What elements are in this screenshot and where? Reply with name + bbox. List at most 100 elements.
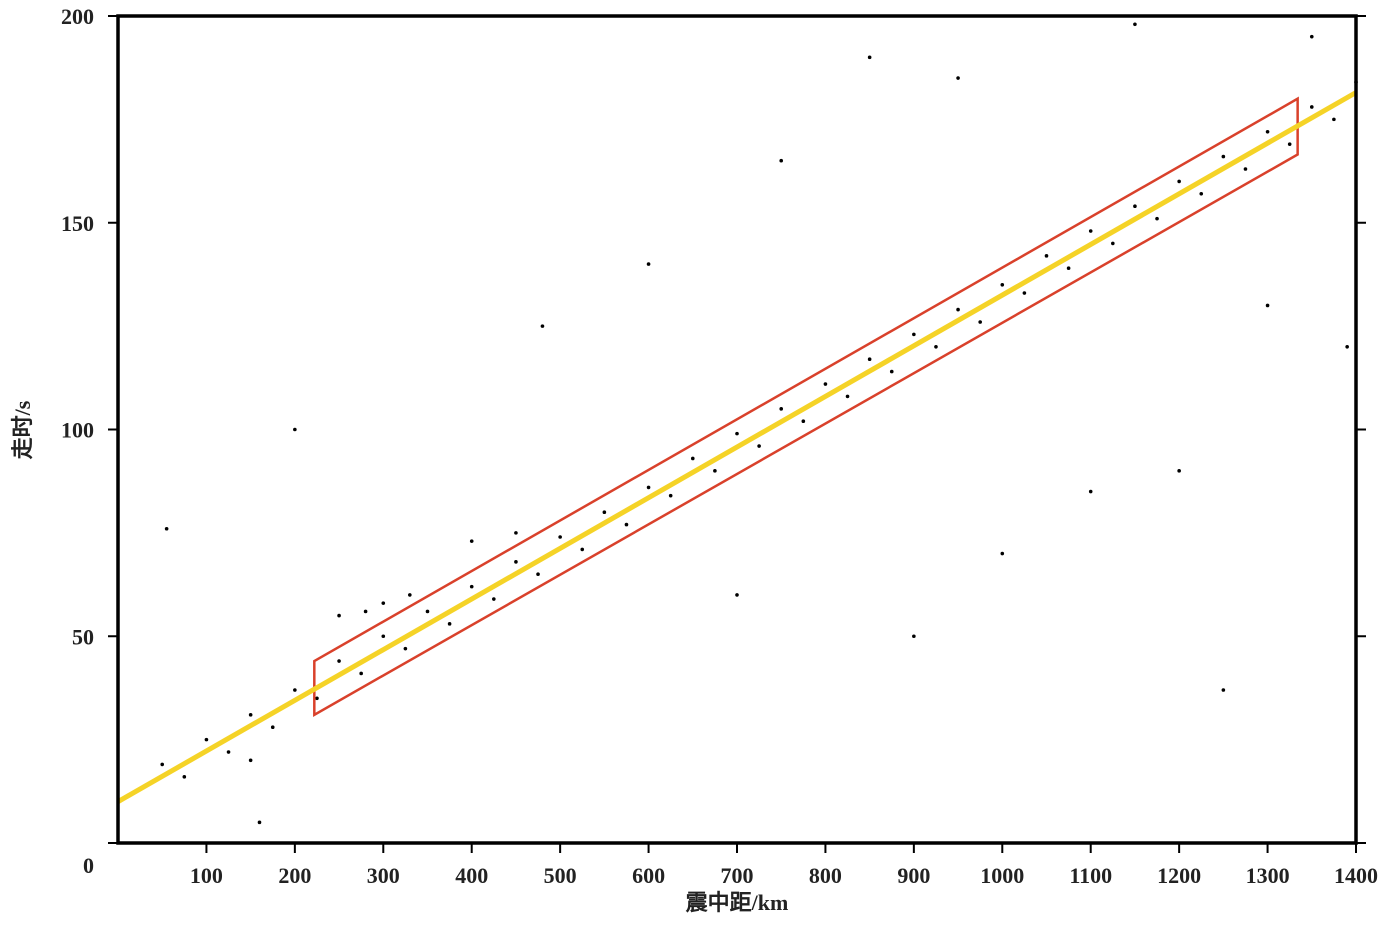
point <box>779 407 784 411</box>
point <box>624 522 629 527</box>
x-tick-label: 300 <box>367 863 400 888</box>
point <box>1000 282 1005 287</box>
point <box>359 671 363 676</box>
point <box>1345 345 1349 349</box>
point <box>257 820 262 825</box>
y-axis-label: 走时/s <box>10 400 35 459</box>
point <box>469 539 474 543</box>
point <box>735 593 739 597</box>
point <box>889 369 894 374</box>
x-tick-label: 900 <box>897 863 930 888</box>
point <box>1022 291 1027 295</box>
fit-line <box>116 90 1358 804</box>
x-tick-label: 800 <box>809 863 842 888</box>
point <box>293 688 297 692</box>
point <box>1177 469 1181 473</box>
point <box>1243 167 1248 171</box>
point <box>1332 117 1336 122</box>
point <box>226 750 231 754</box>
point <box>363 609 368 614</box>
point <box>1111 241 1115 246</box>
point <box>540 324 545 328</box>
y-tick-label: 150 <box>61 211 94 236</box>
point <box>1088 229 1093 233</box>
x-tick-label: 1200 <box>1157 863 1201 888</box>
y-tick-label: 200 <box>61 4 94 29</box>
point <box>1265 129 1270 134</box>
point <box>867 55 872 60</box>
point <box>580 547 585 552</box>
point <box>558 535 562 539</box>
point <box>1309 34 1314 39</box>
x-tick-label: 1000 <box>980 863 1024 888</box>
point <box>447 622 452 626</box>
y-tick-label: 0 <box>83 853 94 878</box>
point <box>668 493 673 498</box>
point <box>1309 105 1314 109</box>
point <box>164 526 169 531</box>
point <box>248 758 253 763</box>
point <box>204 737 209 742</box>
point <box>1221 154 1226 159</box>
point <box>1199 192 1204 196</box>
x-tick-label: 1400 <box>1334 863 1378 888</box>
point <box>1133 22 1137 27</box>
point <box>337 613 341 618</box>
point <box>403 646 408 651</box>
point <box>646 485 651 490</box>
point <box>801 419 806 424</box>
point <box>867 357 872 362</box>
point <box>934 345 938 349</box>
point <box>978 320 982 324</box>
x-axis-label: 震中距/km <box>686 890 789 915</box>
point <box>1133 204 1137 209</box>
point <box>823 382 828 386</box>
x-tick-label: 1100 <box>1069 863 1112 888</box>
x-tick-label: 600 <box>632 863 665 888</box>
point <box>1155 216 1159 221</box>
point <box>492 597 496 601</box>
point <box>425 609 430 614</box>
point <box>602 510 607 514</box>
point <box>315 696 319 701</box>
point <box>956 307 960 312</box>
x-tick-label: 700 <box>721 863 754 888</box>
point <box>160 762 165 767</box>
point <box>779 158 784 163</box>
y-tick-label: 100 <box>61 418 94 443</box>
point <box>1000 551 1005 556</box>
plot-frame <box>116 14 1358 845</box>
point <box>1265 303 1270 308</box>
point <box>1221 688 1226 692</box>
x-tick-label: 200 <box>278 863 311 888</box>
point <box>182 775 187 779</box>
point <box>1066 266 1071 271</box>
point <box>469 584 474 589</box>
point <box>1044 254 1049 258</box>
point <box>337 659 341 663</box>
point <box>1088 489 1093 494</box>
x-tick-label: 1300 <box>1246 863 1290 888</box>
point <box>408 593 412 597</box>
point <box>646 262 651 266</box>
point <box>293 427 297 432</box>
x-tick-label: 400 <box>455 863 488 888</box>
point <box>381 634 386 639</box>
point <box>845 394 850 399</box>
point <box>270 725 275 730</box>
point <box>912 332 916 337</box>
point <box>757 444 761 448</box>
point <box>735 431 739 436</box>
point <box>713 469 717 473</box>
point <box>1177 179 1181 184</box>
point <box>536 572 540 577</box>
point <box>381 601 386 605</box>
point <box>912 634 916 639</box>
y-tick-label: 50 <box>72 624 94 649</box>
point <box>1287 142 1292 146</box>
x-tick-label: 100 <box>190 863 223 888</box>
point <box>514 531 518 535</box>
point <box>690 456 695 461</box>
point <box>248 713 253 717</box>
